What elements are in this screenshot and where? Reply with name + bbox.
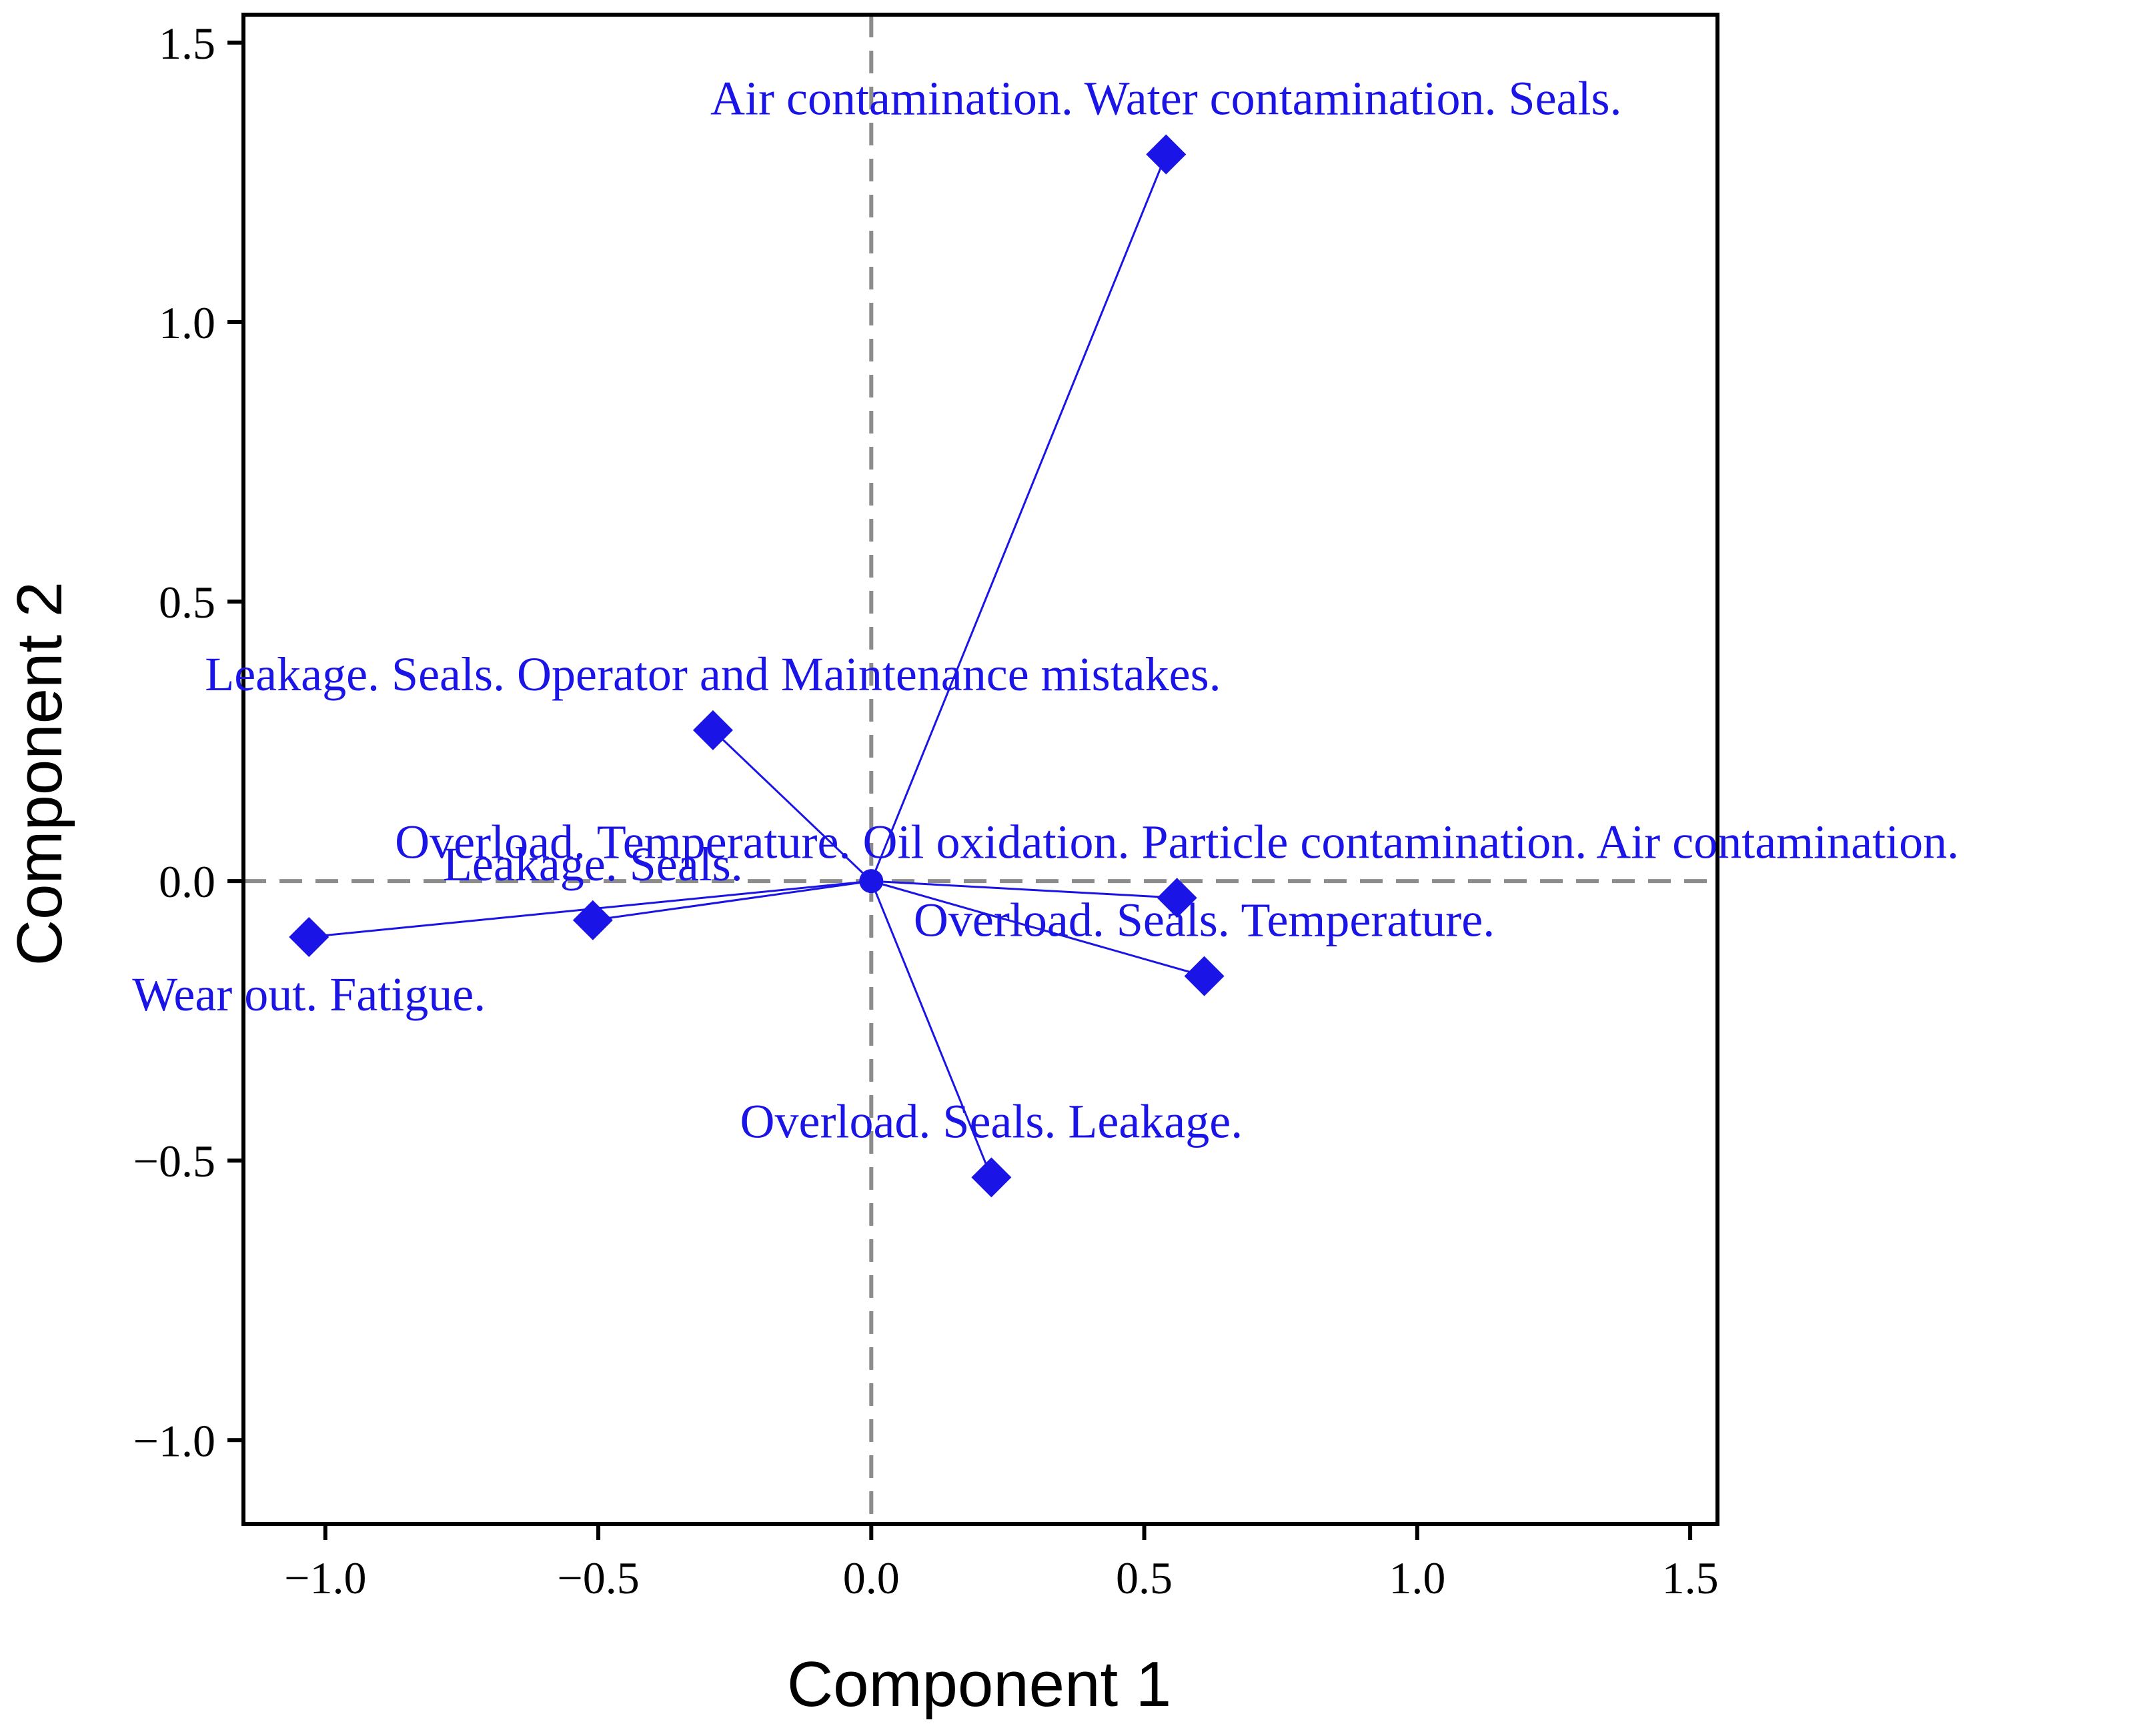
y-tick-label: 1.0	[159, 297, 215, 348]
loading-vector	[871, 880, 1177, 899]
x-tick-label: −0.5	[557, 1553, 639, 1603]
data-marker	[1184, 956, 1225, 996]
x-tick-label: 0.5	[1116, 1553, 1173, 1603]
data-marker	[1157, 878, 1197, 918]
data-markers	[289, 134, 1225, 1198]
y-tick-label: 0.0	[159, 856, 215, 907]
y-tick-label: 0.5	[159, 577, 215, 628]
x-axis-title: Component 1	[787, 1649, 1171, 1720]
x-tick-label: −1.0	[284, 1553, 366, 1603]
loading-vector	[870, 153, 1167, 882]
plot-border	[241, 13, 1719, 1526]
loading-vector	[592, 880, 872, 922]
data-marker	[1146, 134, 1187, 175]
y-tick-label: −0.5	[133, 1136, 215, 1186]
point-labels: Air contamination. Water contamination. …	[132, 72, 1959, 1148]
data-marker	[971, 1157, 1012, 1198]
origin-point	[859, 869, 884, 894]
x-tick-label: 1.5	[1662, 1553, 1719, 1603]
x-tick-label: 1.0	[1389, 1553, 1445, 1603]
point-label: Wear out. Fatigue.	[132, 968, 486, 1021]
reference-lines	[243, 15, 1717, 1524]
point-label: Leakage. Seals. Operator and Maintenance…	[205, 648, 1221, 701]
loading-vector	[712, 729, 872, 882]
y-tick-label: 1.5	[159, 18, 215, 69]
loading-vector	[870, 880, 992, 1178]
axis-ticks: −1.0 −0.5 0.0 0.5 1.0 1.5 −1.0 −0.5 0.0 0.5 1.0 1.5	[133, 18, 1719, 1603]
data-marker	[692, 710, 733, 750]
data-marker	[289, 916, 329, 957]
y-axis-title: Component 2	[4, 582, 75, 966]
point-label: Overload. Seals. Leakage.	[740, 1094, 1243, 1148]
point-label: Leakage. Seals.	[443, 838, 743, 891]
loading-vector	[870, 880, 1205, 978]
y-tick-label: −1.0	[133, 1415, 215, 1466]
x-tick-label: 0.0	[843, 1553, 900, 1603]
point-label: Air contamination. Water contamination. …	[710, 72, 1622, 125]
plot-frame	[241, 13, 1719, 1526]
data-marker	[572, 900, 613, 940]
point-label: Overload. Seals. Temperature.	[914, 894, 1495, 947]
point-label: Overload. Temperature. Oil oxidation. Pa…	[395, 815, 1959, 868]
